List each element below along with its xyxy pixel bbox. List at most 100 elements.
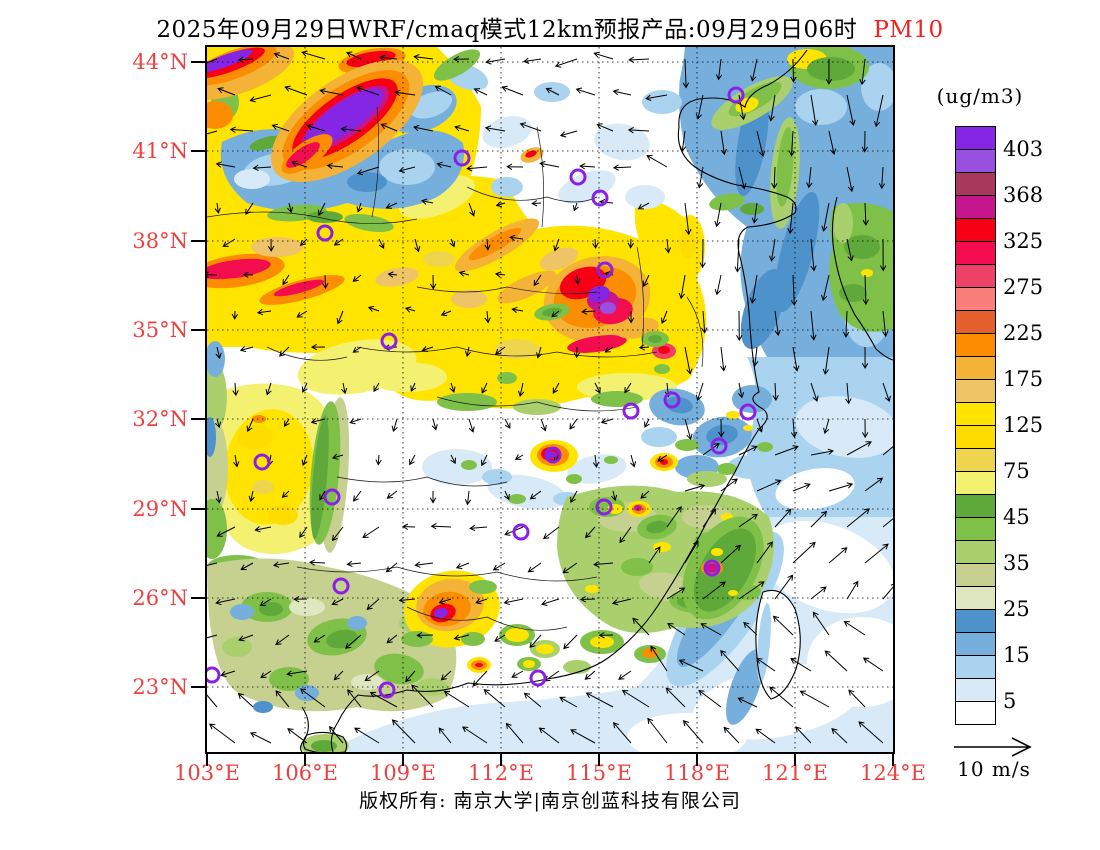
contour-region xyxy=(588,285,610,303)
wind-arrow xyxy=(249,94,272,103)
wind-arrow xyxy=(604,346,614,353)
wind-arrow xyxy=(239,346,254,353)
wind-arrow xyxy=(774,310,781,337)
wind-arrow xyxy=(831,728,848,744)
wind-arrow xyxy=(594,382,601,394)
wind-arrow xyxy=(217,87,236,96)
colorbar-label: 225 xyxy=(1003,321,1044,345)
wind-arrow xyxy=(859,58,866,86)
contour-region xyxy=(648,335,662,343)
contour-region xyxy=(743,425,753,431)
wind-arrow xyxy=(552,382,560,394)
wind-arrow xyxy=(260,670,272,679)
wind-arrow xyxy=(862,657,884,672)
wind-arrow xyxy=(611,490,618,502)
lon-tick xyxy=(892,754,894,766)
contour-region xyxy=(654,364,670,374)
wind-arrow xyxy=(237,692,254,708)
contour-region xyxy=(433,49,481,81)
wind-arrow xyxy=(340,126,362,133)
wind-arrow xyxy=(481,382,488,394)
wind-arrow xyxy=(267,238,275,252)
contour-region xyxy=(437,393,497,411)
wind-arrow xyxy=(575,87,596,96)
contour-region xyxy=(351,674,383,690)
boundary-path xyxy=(371,106,380,218)
wind-arrow xyxy=(799,690,830,708)
colorbar-segment xyxy=(956,633,995,656)
wind-arrow xyxy=(216,526,236,537)
contour-region xyxy=(728,590,738,596)
contour-region xyxy=(495,339,539,359)
wind-arrow xyxy=(207,634,218,639)
wind-arrow xyxy=(453,634,470,641)
wind-arrow xyxy=(404,306,416,313)
wind-arrow xyxy=(438,727,452,744)
wind-arrow xyxy=(464,346,472,357)
contour-region xyxy=(423,251,455,267)
boundary-path xyxy=(536,126,545,228)
lon-tick xyxy=(402,754,404,766)
wind-arrow xyxy=(494,634,506,642)
wind-arrow xyxy=(774,508,792,528)
wind-arrow xyxy=(232,382,239,397)
contour-region xyxy=(497,270,557,304)
wind-arrow xyxy=(331,453,344,460)
wind-arrow xyxy=(810,510,828,528)
wind-arrow xyxy=(736,310,743,342)
colorbar-segment xyxy=(956,495,995,518)
wind-arrow xyxy=(420,198,434,205)
wind-arrow xyxy=(756,479,782,492)
contour-region xyxy=(347,172,387,192)
colorbar-segment xyxy=(956,380,995,403)
contour-region xyxy=(774,191,820,313)
wind-arrow xyxy=(333,670,344,681)
contour-region xyxy=(658,346,670,354)
wind-arrow xyxy=(215,598,236,606)
wind-arrow xyxy=(286,670,308,677)
contour-region xyxy=(534,82,570,102)
contour-region xyxy=(207,258,271,280)
colorbar-segment xyxy=(956,357,995,380)
wind-arrow xyxy=(495,201,506,208)
wind-arrow xyxy=(380,123,398,132)
wind-arrow xyxy=(627,126,650,134)
wind-arrow xyxy=(882,310,889,338)
contour-region xyxy=(222,637,252,657)
wind-arrow xyxy=(611,598,632,606)
wind-arrow xyxy=(283,418,290,427)
wind-arrow xyxy=(449,382,456,393)
wind-arrow xyxy=(436,161,452,168)
wind-arrow xyxy=(440,670,452,681)
wind-arrow xyxy=(310,418,326,425)
wind-arrow xyxy=(769,686,794,708)
contour-region xyxy=(469,580,497,594)
contour-region xyxy=(326,629,358,649)
wind-arrow xyxy=(684,418,693,441)
wind-arrow xyxy=(287,202,294,214)
wind-arrow xyxy=(373,382,380,393)
wind-arrow xyxy=(570,729,596,744)
city-marker-icon xyxy=(739,403,757,421)
wind-arrow xyxy=(752,346,759,367)
contour-region xyxy=(207,417,216,457)
wind-arrow xyxy=(466,165,488,172)
wind-arrow xyxy=(256,309,272,316)
wind-arrow xyxy=(231,310,239,320)
wind-arrow xyxy=(431,418,438,431)
wind-arrow xyxy=(640,490,650,499)
wind-arrow xyxy=(511,670,524,678)
wind-arrow xyxy=(580,308,596,315)
lon-tick xyxy=(206,754,208,766)
contour-region xyxy=(694,528,756,612)
wind-arrow xyxy=(810,382,819,402)
colorbar-segment xyxy=(956,334,995,357)
colorbar-segment xyxy=(956,587,995,610)
wind-arrow xyxy=(624,382,632,394)
wind-arrow xyxy=(846,166,855,193)
wind-arrow xyxy=(864,543,889,564)
colorbar-segment xyxy=(956,449,995,472)
wind-arrow xyxy=(229,126,254,133)
lon-tick xyxy=(304,754,306,766)
wind-arrow xyxy=(862,274,869,306)
